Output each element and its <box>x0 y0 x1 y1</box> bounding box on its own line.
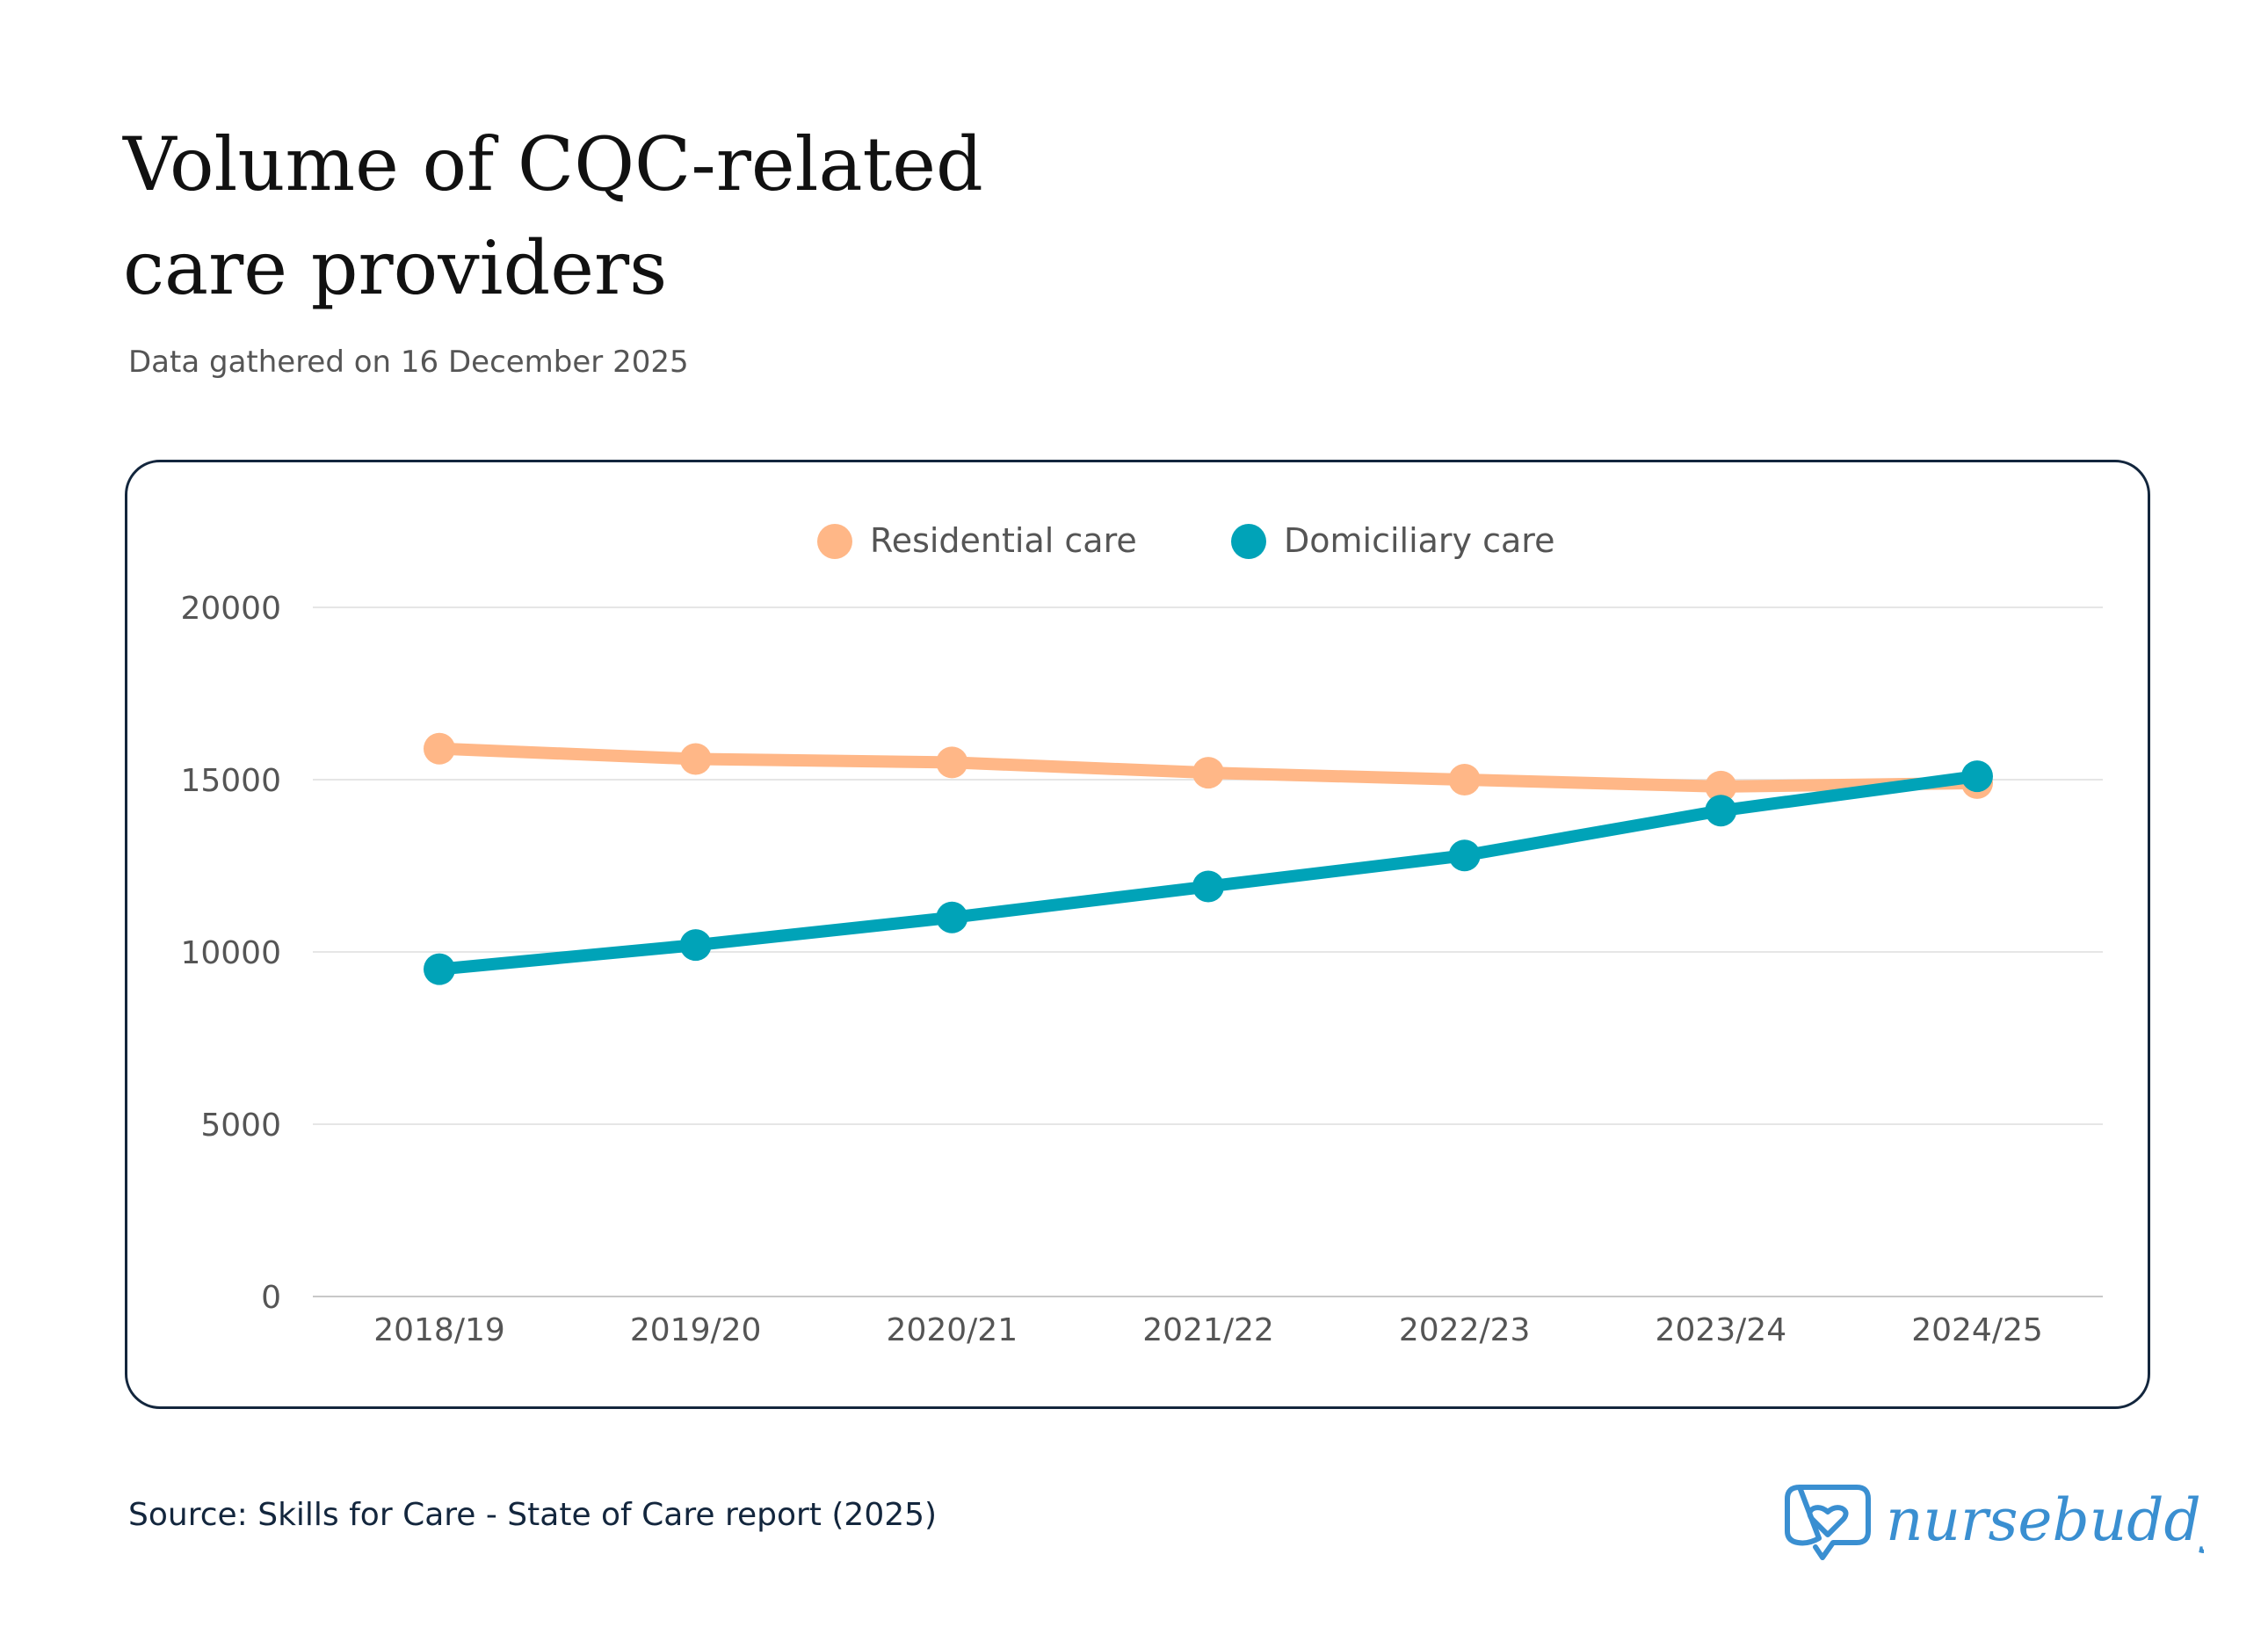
chart-title: Volume of CQC-related care providers <box>123 121 983 311</box>
data-point <box>1192 870 1224 903</box>
x-tick-label: 2023/24 <box>1656 1312 1787 1348</box>
data-point <box>1192 757 1224 789</box>
data-point <box>1448 839 1481 872</box>
data-point <box>424 953 455 985</box>
data-point <box>679 743 712 775</box>
data-point <box>936 746 968 779</box>
x-tick-label: 2024/25 <box>1911 1312 2043 1348</box>
series-residential-care <box>424 732 1993 803</box>
x-tick-label: 2020/21 <box>887 1312 1018 1348</box>
y-tick-label: 10000 <box>180 935 281 971</box>
data-point <box>1705 770 1737 803</box>
source-note: Source: Skills for Care - State of Care … <box>128 1497 938 1533</box>
data-point <box>424 732 455 765</box>
y-tick-label: 0 <box>261 1280 281 1316</box>
data-point <box>936 901 968 933</box>
series-domiciliary-care <box>424 760 1993 985</box>
data-point <box>679 929 712 962</box>
x-tick-label: 2022/23 <box>1399 1312 1531 1348</box>
legend-label: Domiciliary care <box>1284 521 1554 560</box>
legend-label: Residential care <box>870 521 1137 560</box>
data-point <box>1961 760 1993 793</box>
legend-marker <box>817 524 852 559</box>
y-tick-label: 15000 <box>180 763 281 799</box>
y-tick-label: 5000 <box>200 1108 281 1144</box>
x-tick-label: 2021/22 <box>1142 1312 1274 1348</box>
chart-subtitle: Data gathered on 16 December 2025 <box>128 345 689 380</box>
nursebuddy-logo: nursebuddy <box>1782 1478 2235 1570</box>
logo-text: nursebuddy <box>1886 1486 2204 1554</box>
x-tick-label: 2018/19 <box>373 1312 505 1348</box>
chart-card <box>125 460 2150 1409</box>
heart-speech-bubble-icon <box>1785 1485 1871 1560</box>
x-tick-label: 2019/20 <box>630 1312 762 1348</box>
data-point <box>1448 764 1481 795</box>
data-point <box>1705 795 1737 827</box>
legend-marker <box>1231 524 1266 559</box>
y-tick-label: 20000 <box>180 591 281 627</box>
